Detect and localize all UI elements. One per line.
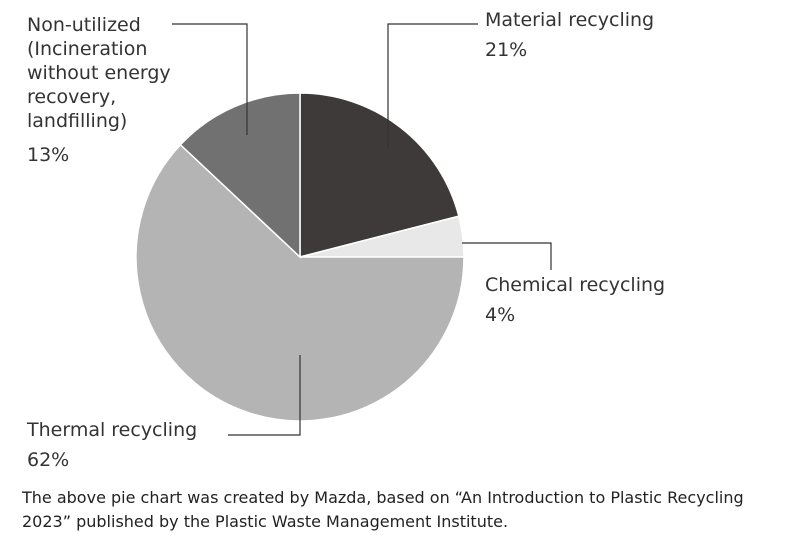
slice-label: Material recycling xyxy=(485,9,655,31)
leader-line xyxy=(172,23,248,135)
slice-label: Thermal recycling xyxy=(27,419,198,441)
leader-line xyxy=(387,23,478,148)
slice-label: Non-utilized (Incineration without energ… xyxy=(27,14,171,132)
leader-line xyxy=(228,355,301,436)
pie-slice xyxy=(135,143,465,422)
slice-label: Chemical recycling xyxy=(485,274,666,296)
value-label: 21% xyxy=(485,39,528,61)
pie-slice xyxy=(179,92,301,259)
value-label: 4% xyxy=(485,304,516,326)
value-label: 13% xyxy=(27,144,70,166)
leader-line xyxy=(462,242,552,270)
value-label: 62% xyxy=(27,449,70,471)
chart-note: The above pie chart was created by Mazda… xyxy=(22,488,744,531)
chart xyxy=(135,23,552,436)
pie-slice xyxy=(299,92,460,258)
